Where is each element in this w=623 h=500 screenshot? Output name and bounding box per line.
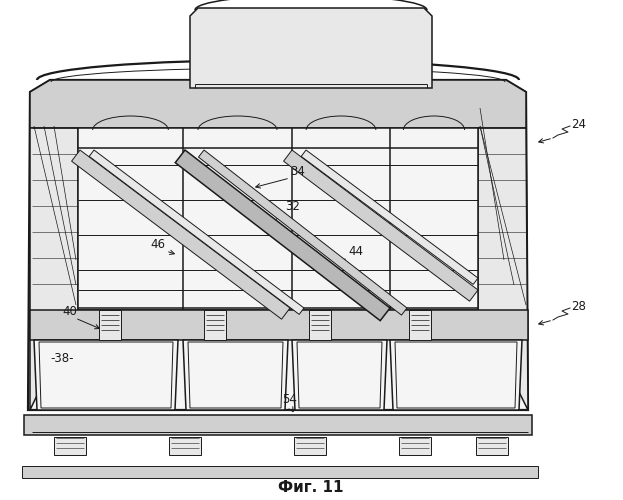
Polygon shape xyxy=(390,340,522,410)
Text: 24: 24 xyxy=(571,118,586,131)
Polygon shape xyxy=(72,150,290,319)
Bar xyxy=(22,466,538,478)
Text: Фиг. 11: Фиг. 11 xyxy=(278,480,344,494)
Polygon shape xyxy=(478,128,528,410)
Text: 54: 54 xyxy=(282,393,297,406)
Bar xyxy=(99,310,121,340)
Polygon shape xyxy=(30,310,528,340)
Text: 44: 44 xyxy=(348,245,363,258)
Polygon shape xyxy=(292,340,387,410)
Text: 34: 34 xyxy=(290,165,305,178)
Polygon shape xyxy=(183,340,288,410)
Bar xyxy=(169,437,201,455)
Polygon shape xyxy=(30,80,526,128)
Bar xyxy=(399,437,431,455)
Text: 32: 32 xyxy=(285,200,300,213)
Bar xyxy=(54,437,86,455)
Bar xyxy=(24,415,532,435)
Polygon shape xyxy=(175,150,390,320)
Polygon shape xyxy=(34,340,178,410)
Bar xyxy=(294,437,326,455)
Text: 46: 46 xyxy=(150,238,165,251)
Bar xyxy=(204,310,226,340)
Bar xyxy=(476,437,508,455)
Bar xyxy=(309,310,331,340)
Bar xyxy=(409,310,431,340)
Polygon shape xyxy=(283,150,478,301)
Polygon shape xyxy=(30,128,78,410)
Polygon shape xyxy=(89,150,304,314)
Text: 28: 28 xyxy=(571,300,586,313)
Polygon shape xyxy=(28,80,528,410)
Text: 40: 40 xyxy=(62,305,77,318)
Polygon shape xyxy=(190,8,432,88)
Text: -38-: -38- xyxy=(50,352,74,365)
Polygon shape xyxy=(199,150,407,315)
Polygon shape xyxy=(302,150,478,284)
Bar xyxy=(78,128,478,310)
